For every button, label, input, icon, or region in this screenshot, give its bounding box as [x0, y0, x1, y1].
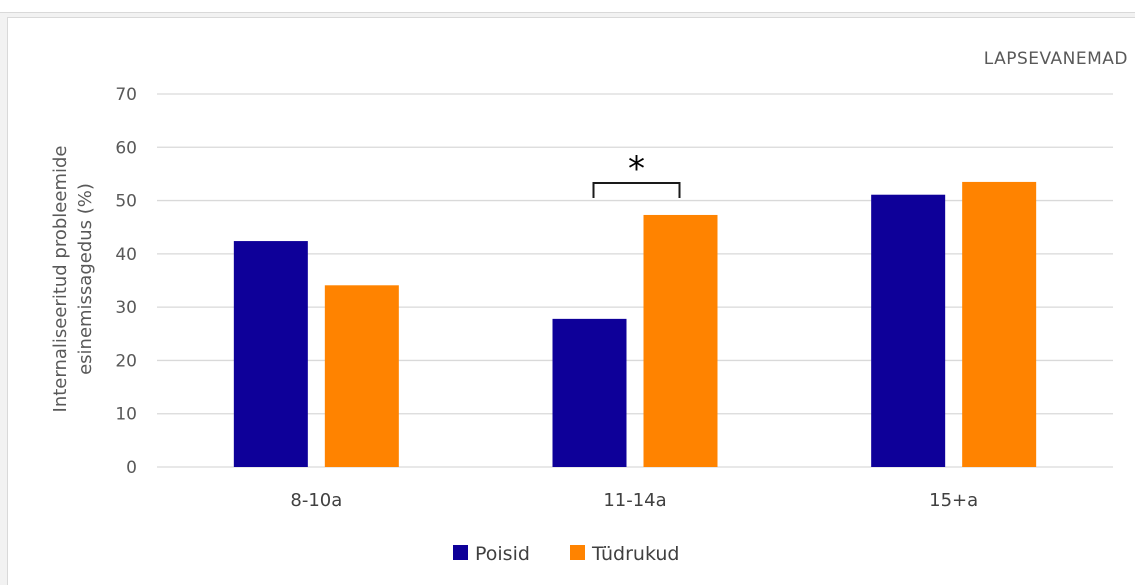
legend-label-boys: Poisid — [475, 543, 530, 565]
gridlines — [157, 93, 1113, 468]
chart-title: LAPSEVANEMAD — [984, 49, 1128, 69]
y-tick-label-60: 60 — [115, 138, 137, 158]
bar-girls-11-14a — [643, 214, 718, 467]
y-tick-label-20: 20 — [115, 351, 137, 371]
bar-boys-11-14a — [552, 318, 627, 467]
y-tick-label-10: 10 — [115, 405, 137, 425]
legend-swatch-boys — [453, 545, 468, 560]
y-axis-title-line-1: Internaliseeritud probleemide — [50, 146, 71, 413]
legend-swatch-girls — [570, 545, 585, 560]
significance-bracket — [592, 182, 681, 198]
bars — [233, 181, 1037, 467]
x-tick-label-11-14a: 11-14a — [603, 490, 666, 511]
legend: Poisid Tüdrukud — [453, 543, 679, 565]
y-tick-label-30: 30 — [115, 298, 137, 318]
top-border-strip — [0, 0, 1135, 13]
y-tick-label-50: 50 — [115, 192, 137, 212]
x-tick-label-15+a: 15+a — [929, 490, 978, 511]
significance-star: * — [628, 149, 645, 189]
y-tick-label-70: 70 — [115, 85, 137, 105]
y-tick-label-0: 0 — [126, 458, 137, 478]
bar-girls-15+a — [962, 181, 1037, 467]
axis-labels: 0 10 20 30 40 50 60 70 8-10a 11-14a 15+a — [115, 85, 978, 511]
bar-boys-15+a — [871, 194, 946, 467]
bar-girls-8-10a — [324, 285, 399, 467]
significance-annotation: * — [592, 149, 681, 198]
y-axis-title-line-2: esinemissagedus (%) — [75, 183, 96, 375]
y-tick-label-40: 40 — [115, 245, 137, 265]
bar-boys-8-10a — [233, 241, 308, 467]
legend-label-girls: Tüdrukud — [591, 543, 679, 565]
x-tick-label-8-10a: 8-10a — [290, 490, 342, 511]
chart-panel — [7, 17, 1135, 585]
